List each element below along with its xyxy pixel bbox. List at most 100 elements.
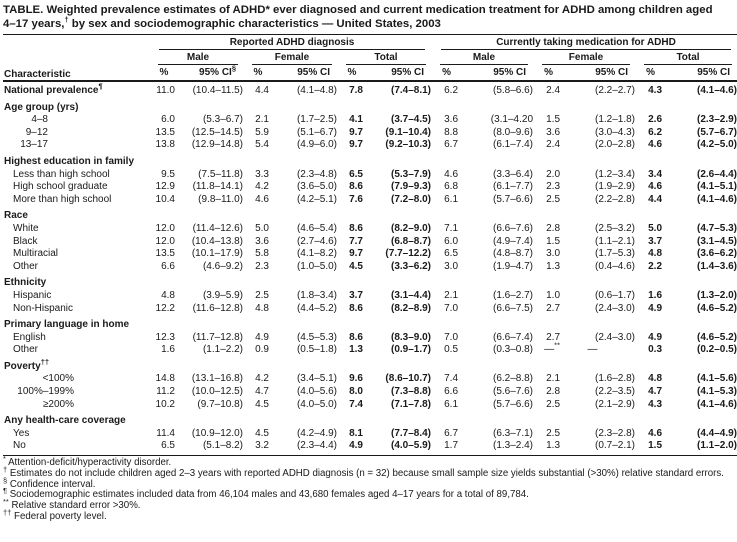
row-label: <100% bbox=[42, 373, 74, 385]
ci-value: (6.1–7.4) bbox=[492, 139, 534, 151]
row-label: White bbox=[13, 222, 39, 234]
percent-value: 4.6 bbox=[648, 181, 663, 193]
ci-value: (0.9–1.7) bbox=[390, 344, 432, 356]
percent-value: 9.5 bbox=[161, 168, 175, 180]
percent-value: 4.9 bbox=[648, 302, 663, 314]
percent-value: 2.8 bbox=[546, 222, 561, 234]
ci-value: (1.1–2.1) bbox=[594, 235, 636, 247]
percent-value: 6.6 bbox=[444, 386, 459, 398]
ci-value: (4.8–8.7) bbox=[492, 248, 534, 260]
percent-value: 1.5 bbox=[546, 235, 561, 247]
percent-value: 7.4 bbox=[444, 373, 459, 385]
percent-value: 6.2 bbox=[648, 126, 663, 138]
footnote: * Attention-deficit/hyperactivity disord… bbox=[3, 453, 172, 469]
ci-value: (10.4–11.5) bbox=[192, 85, 243, 96]
section-label: Race bbox=[4, 210, 28, 222]
section-label: Age group (yrs) bbox=[4, 101, 79, 113]
table-row: Hispanic 4.8 (3.9–5.9) 2.5 (1.8–3.4) 3.7 (3.1–… bbox=[3, 290, 737, 303]
percent-value: 7.8 bbox=[349, 85, 363, 96]
group-header-reported-diagnosis: Reported ADHD diagnosis bbox=[151, 35, 433, 50]
row-label: Other bbox=[13, 344, 39, 356]
percent-value: 3.4 bbox=[648, 168, 663, 180]
percent-value: 1.6 bbox=[161, 344, 175, 356]
percent-value: 14.8 bbox=[155, 373, 175, 385]
percent-value: 7.4 bbox=[349, 398, 363, 410]
sex-header-row: Male Female Total Male Female Total bbox=[3, 50, 737, 65]
percent-value: 6.5 bbox=[349, 168, 363, 180]
table-row: ≥200% 10.2 (9.7–10.8) 4.5 (4.0–5.0) 7.4 (7.1–7… bbox=[3, 399, 737, 412]
table-row: 4–8 6.0 (5.3–6.7) 2.1 (1.7–2.5) 4.1 (3.7–4.5) 3… bbox=[3, 114, 737, 127]
ci-value: (4.0–5.9) bbox=[365, 440, 434, 457]
ci-value: (10.1–17.9) bbox=[191, 248, 243, 260]
percent-value: 4.8 bbox=[648, 373, 663, 385]
ci-value: (0.7–2.1) bbox=[562, 440, 638, 457]
ci-value: (8.2–9.0) bbox=[390, 222, 432, 234]
ci-value: (8.2–8.9) bbox=[390, 302, 432, 314]
row-label: National prevalence¶ bbox=[4, 81, 103, 96]
ci-value: (9.7–10.8) bbox=[197, 398, 243, 410]
ci-value: (5.6–7.6) bbox=[492, 386, 534, 398]
row-label: 100%–199% bbox=[17, 386, 74, 398]
table-title: TABLE. Weighted prevalence estimates of … bbox=[3, 4, 713, 30]
ci-value: (4.1–4.8) bbox=[296, 85, 337, 96]
table-row: National prevalence¶ 11.0 (10.4–11.5) 4.4 (4… bbox=[3, 81, 737, 98]
ci-value: (7.9–9.3) bbox=[390, 181, 432, 193]
percent-value: 4.2 bbox=[255, 181, 269, 193]
footnote: ¶ Sociodemographic estimates included da… bbox=[3, 486, 529, 501]
percent-value: 5.4 bbox=[255, 139, 269, 151]
percent-value: 11.4 bbox=[156, 427, 175, 439]
ci-value: (4.1–4.6) bbox=[696, 398, 737, 410]
table-row: Other 1.6 (1.1–2.2) 0.9 (0.5–1.8) 1.3 (0.9–1.7… bbox=[3, 342, 737, 357]
ci-value: (4.4–5.2) bbox=[296, 302, 337, 314]
section-label: Poverty†† bbox=[4, 357, 50, 372]
percent-value: 4.3 bbox=[648, 398, 663, 410]
section-header-row: Race bbox=[3, 206, 737, 223]
ci-value: (11.4–12.6) bbox=[192, 222, 243, 234]
section-label: Ethnicity bbox=[4, 277, 47, 289]
percent-value: 4.1 bbox=[349, 114, 363, 126]
ci-value: (2.5–3.2) bbox=[594, 222, 636, 234]
footnote: § Confidence interval. bbox=[3, 475, 96, 490]
percent-value: 1.0 bbox=[546, 289, 561, 301]
ci-value: (7.2–8.0) bbox=[390, 193, 432, 205]
percent-value: 4.3 bbox=[648, 85, 663, 96]
section-label: Highest education in family bbox=[4, 155, 135, 167]
ci-value: (11.8–14.1) bbox=[192, 181, 243, 193]
section-header-row: Primary language in home bbox=[3, 315, 737, 332]
percent-value: 6.8 bbox=[444, 181, 459, 193]
subheader-male: Male bbox=[151, 50, 245, 65]
ci-value: — bbox=[587, 344, 598, 356]
section-label: Primary language in home bbox=[4, 319, 130, 331]
ci-value: (5.7–6.7) bbox=[696, 126, 737, 138]
table-row: No 6.5 (5.1–8.2) 3.2 (2.3–4.4) 4.9 (4.0–5.9) 1.… bbox=[3, 440, 737, 457]
subheader-total: Total bbox=[637, 50, 737, 65]
subheader-total: Total bbox=[339, 50, 433, 65]
ci-value: (7.4–8.1) bbox=[390, 85, 432, 96]
percent-value: 6.6 bbox=[161, 260, 175, 272]
percent-value: 4.4 bbox=[255, 85, 269, 96]
table-row: Black 12.0 (10.4–13.8) 3.6 (2.7–4.6) 7.7 (6.8–… bbox=[3, 236, 737, 249]
section-header-row: Ethnicity bbox=[3, 273, 737, 290]
percent-column-header: % bbox=[151, 65, 177, 82]
ci-value: (5.7–6.6) bbox=[492, 398, 534, 410]
ci-value: (7.7–12.2) bbox=[385, 248, 432, 260]
ci-value: (4.6–5.2) bbox=[696, 331, 737, 343]
table-row: Yes 11.4 (10.9–12.0) 4.5 (4.2–4.9) 8.1 (7.7–8.… bbox=[3, 428, 737, 441]
ci-value: (3.0–4.3) bbox=[594, 126, 636, 138]
ci-value: (1.2–1.8) bbox=[594, 114, 636, 126]
percent-value: 4.7 bbox=[648, 386, 663, 398]
percent-value: 12.9 bbox=[155, 181, 175, 193]
ci-value: (4.2–4.9) bbox=[296, 427, 337, 439]
row-label: Yes bbox=[13, 427, 30, 439]
ci-value: (12.9–14.8) bbox=[191, 139, 243, 151]
ci-value: (2.4–3.0) bbox=[594, 302, 636, 314]
row-label: 13–17 bbox=[20, 139, 48, 151]
ci-value: (4.1–4.6) bbox=[696, 193, 737, 205]
percent-value: 3.6 bbox=[255, 235, 269, 247]
table-row: Other 6.6 (4.6–9.2) 2.3 (1.0–5.0) 4.5 (3.3–6.2… bbox=[3, 261, 737, 274]
percent-value: 6.0 bbox=[444, 235, 459, 247]
percent-value: 2.8 bbox=[546, 386, 561, 398]
percent-value: 2.3 bbox=[255, 260, 269, 272]
adhd-prevalence-table: Characteristic Reported ADHD diagnosis C… bbox=[3, 34, 737, 457]
ci-value: (0.6–1.7) bbox=[594, 289, 636, 301]
